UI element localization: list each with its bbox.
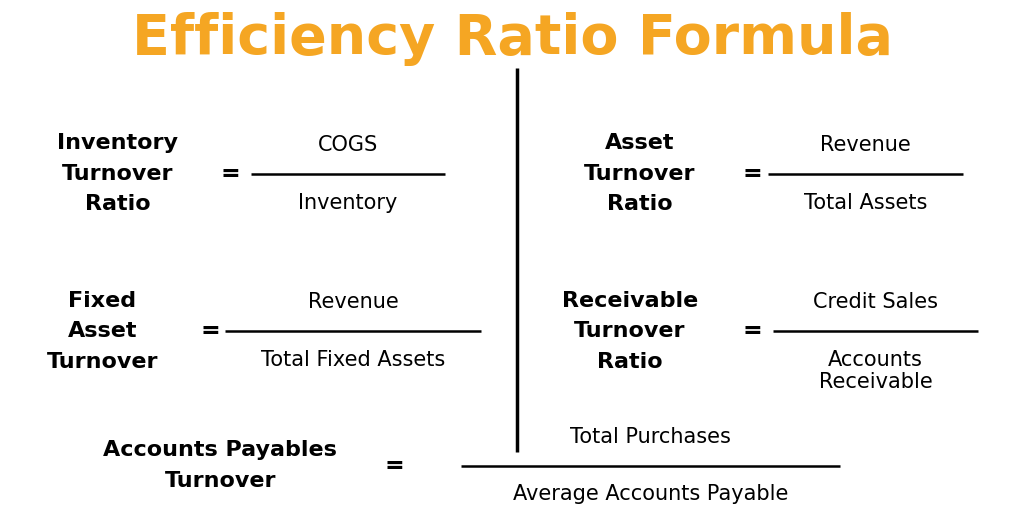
Text: Turnover: Turnover bbox=[165, 471, 275, 491]
Text: Credit Sales: Credit Sales bbox=[813, 292, 938, 312]
Text: Average Accounts Payable: Average Accounts Payable bbox=[513, 484, 787, 504]
Text: Revenue: Revenue bbox=[308, 292, 398, 312]
Text: Total Purchases: Total Purchases bbox=[569, 427, 731, 447]
Text: Inventory: Inventory bbox=[298, 193, 398, 213]
Text: Accounts: Accounts bbox=[828, 350, 923, 370]
Text: Total Assets: Total Assets bbox=[804, 193, 927, 213]
Text: Ratio: Ratio bbox=[607, 194, 673, 214]
Text: Ratio: Ratio bbox=[85, 194, 151, 214]
Text: Fixed: Fixed bbox=[69, 291, 136, 311]
Text: Inventory: Inventory bbox=[57, 133, 178, 153]
Text: =: = bbox=[742, 161, 763, 186]
Text: Turnover: Turnover bbox=[585, 164, 695, 184]
Text: Receivable: Receivable bbox=[561, 291, 698, 311]
Text: Accounts Payables: Accounts Payables bbox=[103, 440, 337, 460]
Text: Turnover: Turnover bbox=[47, 352, 158, 372]
Text: Turnover: Turnover bbox=[574, 321, 685, 341]
Text: COGS: COGS bbox=[318, 135, 378, 155]
Text: Ratio: Ratio bbox=[597, 352, 663, 372]
Text: Receivable: Receivable bbox=[818, 372, 933, 392]
Text: =: = bbox=[742, 319, 763, 343]
Text: =: = bbox=[384, 453, 404, 478]
Text: Asset: Asset bbox=[605, 133, 675, 153]
Text: Asset: Asset bbox=[68, 321, 137, 341]
Text: Efficiency Ratio Formula: Efficiency Ratio Formula bbox=[131, 13, 893, 66]
Text: =: = bbox=[200, 319, 220, 343]
Text: Turnover: Turnover bbox=[62, 164, 173, 184]
Text: =: = bbox=[220, 161, 241, 186]
Text: Revenue: Revenue bbox=[820, 135, 910, 155]
Text: Total Fixed Assets: Total Fixed Assets bbox=[261, 350, 445, 370]
